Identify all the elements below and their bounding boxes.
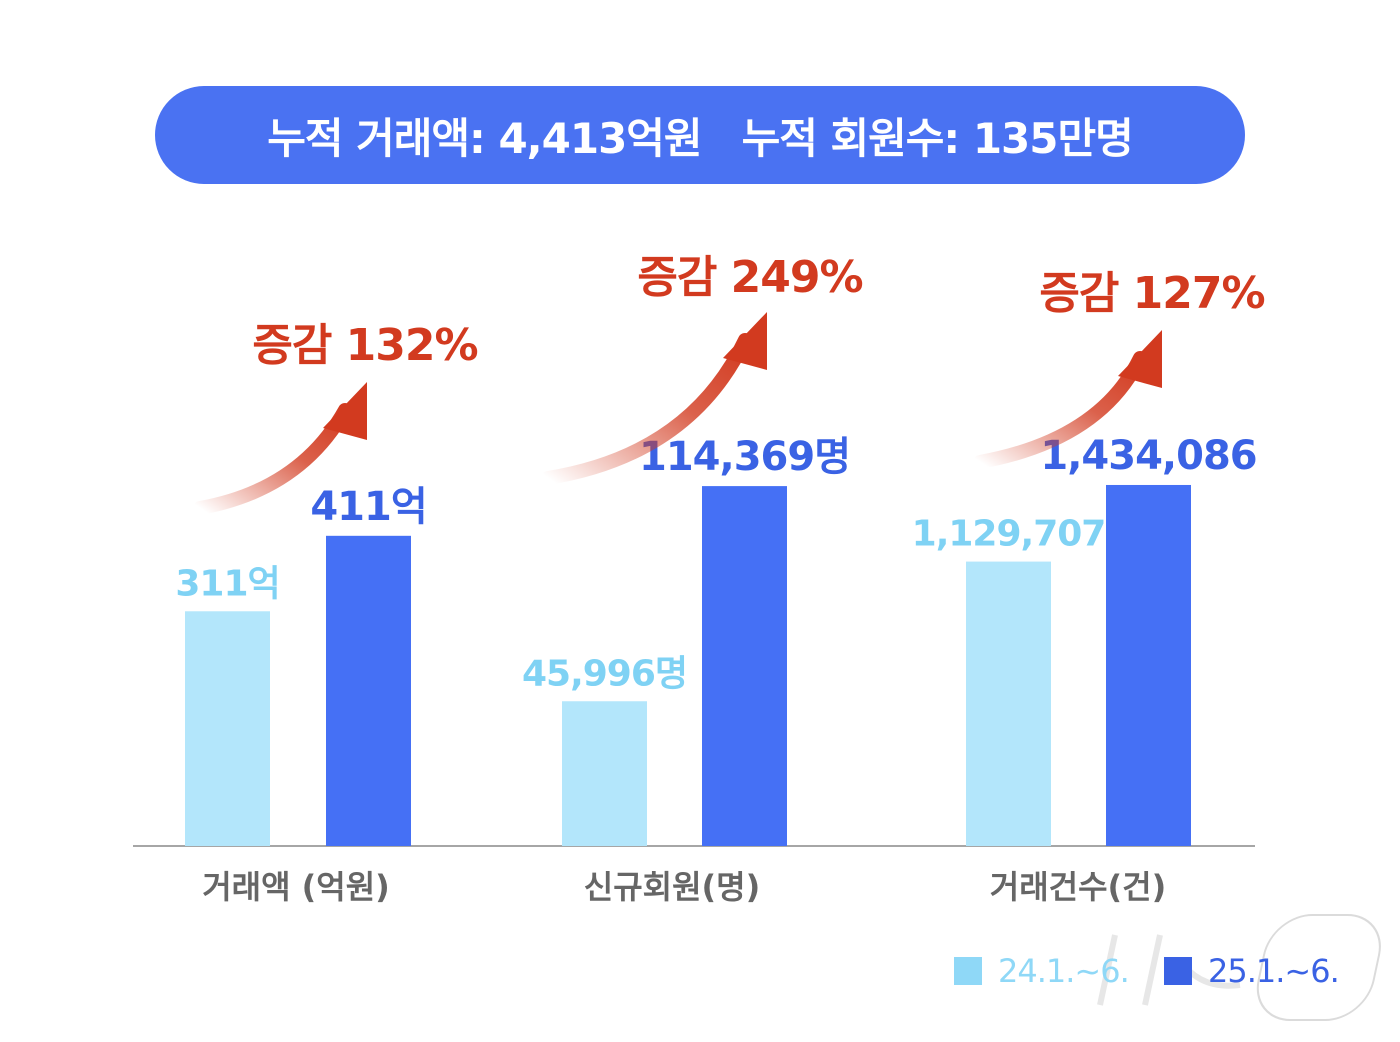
legend-item-curr: 25.1.~6. (1164, 952, 1340, 990)
arrow-head (1118, 330, 1162, 388)
increase-annotation: 증감 127% (1039, 268, 1264, 319)
bar (1106, 484, 1191, 846)
data-label: 1,129,707 (912, 514, 1106, 555)
category-label: 신규회원(명) (584, 868, 760, 906)
total-members: 누적 회원수: 135만명 (741, 113, 1134, 163)
increase-arrow (541, 333, 752, 485)
increase-annotation: 증감 249% (637, 252, 862, 303)
increase-annotation: 증감 132% (252, 320, 477, 371)
data-label: 411억 (310, 484, 426, 530)
bar (562, 701, 647, 846)
bar (185, 611, 270, 846)
data-label: 311억 (175, 563, 279, 604)
arrow-head (323, 382, 367, 440)
legend-label: 25.1.~6. (1208, 952, 1340, 990)
legend-label: 24.1.~6. (998, 952, 1130, 990)
category-label: 거래액 (억원) (202, 868, 390, 906)
bar (702, 486, 787, 846)
bar (966, 561, 1051, 846)
bar (326, 535, 411, 846)
category-label: 거래건수(건) (990, 868, 1166, 906)
data-label: 45,996명 (522, 653, 687, 694)
arrow-head (723, 312, 767, 370)
watermark-logo (1097, 914, 1381, 1021)
total-amount: 누적 거래액: 4,413억원 (267, 113, 702, 163)
data-label: 1,434,086 (1040, 433, 1256, 479)
summary-banner: 누적 거래액: 4,413억원 누적 회원수: 135만명 (155, 86, 1245, 184)
legend-swatch (1164, 957, 1192, 985)
data-label: 114,369명 (639, 434, 850, 480)
legend-swatch (954, 957, 982, 985)
legend-item-prev: 24.1.~6. (954, 952, 1130, 990)
